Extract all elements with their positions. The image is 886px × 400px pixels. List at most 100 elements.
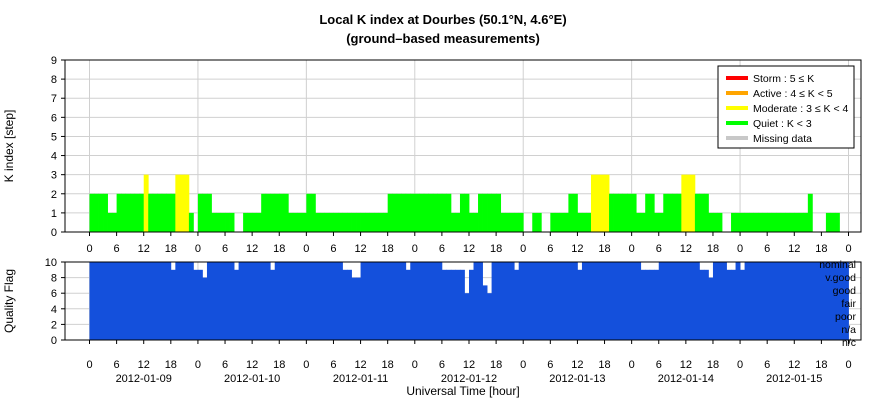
quality-xtick-label: 0 [195,359,201,371]
quality-bar [455,269,461,340]
kindex-xtick-label: 12 [354,243,366,255]
quality-bar [175,262,181,340]
kindex-bar [369,212,375,232]
kindex-bar [387,193,393,232]
kindex-bar [807,193,813,232]
kindex-bar [663,193,669,232]
quality-bar [803,262,809,340]
kindex-bar [609,193,614,232]
quality-xtick-label: 6 [656,359,662,371]
quality-bar [125,262,131,340]
quality-bar [559,262,565,340]
kindex-bar [229,212,235,232]
quality-xaxis: 0 6 12 18 0 6 12 18 0 6 12 18 0 6 12 18 0 6 12 18 0 6 12 18 0 6 12… [86,340,852,371]
quality-xtick-label: 6 [114,359,120,371]
kindex-bar [618,193,624,232]
kindex-bar [396,193,402,232]
quality-xtick-label: 6 [547,359,553,371]
quality-bar [681,262,687,340]
chart-title: Local K index at Dourbes (50.1°N, 4.6°E) [319,12,567,27]
quality-ytick-label: 10 [45,257,57,269]
date-label: 2012-01-15 [766,373,822,385]
quality-bar [478,262,483,340]
quality-bar [121,262,127,340]
quality-bar [437,262,443,340]
kindex-bar [581,212,587,232]
kindex-bar [319,212,325,232]
quality-bar [604,262,610,340]
quality-bar [283,262,289,340]
kindex-xtick-label: 12 [138,243,150,255]
quality-bar [184,262,190,340]
kindex-bar [717,212,723,232]
quality-ytick-label: 8 [51,273,57,285]
kindex-bar [274,193,280,232]
kindex-bar [360,212,366,232]
quality-bar [636,262,642,340]
quality-bar [152,262,158,340]
kindex-bar [455,212,461,232]
quality-xtick-label: 6 [222,359,228,371]
kindex-bar [428,193,434,232]
quality-bar [270,269,276,340]
quality-bar [306,262,312,340]
kindex-yaxis: 0 1 2 3 4 5 6 7 8 9 [51,55,65,239]
quality-bar [667,262,673,340]
kindex-bar [170,193,176,232]
quality-bar [753,262,759,340]
quality-xtick-label: 0 [86,359,92,371]
quality-level-label: nominal [819,259,856,271]
kindex-bar [265,193,271,232]
kindex-bar [740,212,745,232]
kindex-bar [206,193,212,232]
quality-bar [148,262,154,340]
quality-bar [487,293,492,340]
kindex-bar [89,193,95,232]
quality-bar [545,262,551,340]
quality-bar [202,277,208,340]
kindex-bar [703,193,709,232]
kindex-bar [446,193,452,232]
quality-bar [315,262,321,340]
quality-bar [469,269,474,340]
kindex-bar [197,193,203,232]
quality-bar [229,262,235,340]
kindex-bar [749,212,755,232]
kindex-ytick-label: 1 [51,208,57,220]
quality-bar [161,262,167,340]
quality-bar [749,262,755,340]
quality-yaxis: 0 2 4 6 8 10 [45,257,65,347]
kindex-bar [328,212,334,232]
quality-bar [134,262,140,340]
kindex-bar [148,193,154,232]
kindex-bar [94,193,99,232]
kindex-bar [261,193,267,232]
kindex-bar [279,193,285,232]
kindex-xtick-label: 6 [222,243,228,255]
kindex-xaxis: 0 6 12 18 0 6 12 18 0 6 12 18 0 6 12 18 0 6 12 18 0 6 12 18 0 6 12… [86,232,852,255]
kindex-bar [152,193,158,232]
quality-xtick-label: 6 [330,359,336,371]
kindex-ytick-label: 9 [51,55,57,67]
kindex-bar [365,212,371,232]
kindex-bar [487,193,492,232]
kindex-xtick-label: 12 [246,243,258,255]
kindex-bar [694,193,700,232]
kindex-xtick-label: 12 [571,243,583,255]
quality-bar [771,262,777,340]
kindex-xtick-label: 0 [195,243,201,255]
quality-bar [550,262,556,340]
quality-bar [532,262,538,340]
kindex-bar [505,212,511,232]
quality-bar [432,262,438,340]
quality-bar [166,262,172,340]
quality-bar [694,262,700,340]
quality-bar [613,262,619,340]
quality-xtick-label: 6 [764,359,770,371]
quality-bar [197,269,203,340]
quality-bar [514,269,520,340]
quality-bar [794,262,800,340]
kindex-bar [473,212,479,232]
kindex-bar [491,193,497,232]
quality-xtick-label: 0 [737,359,743,371]
